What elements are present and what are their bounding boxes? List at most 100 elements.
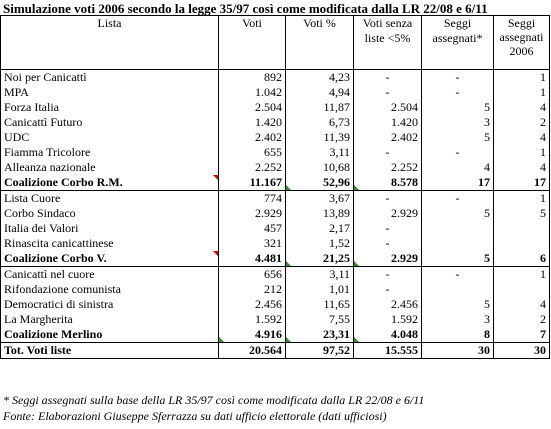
cell-voti: 212 <box>218 282 286 297</box>
cell-senza: 2.402 <box>353 130 422 145</box>
cell-seggi: 17 <box>421 175 494 191</box>
coalition-total-row: Coalizione Merlino 4.916 23,31 4.048 8 7 <box>0 327 550 343</box>
cell-lista: Coalizione Corbo R.M. <box>0 175 219 191</box>
col-header-voti-senza: Voti senza liste <5% <box>353 15 422 70</box>
cell-lista: Rifondazione comunista <box>0 282 219 297</box>
cell-seggi: 5 <box>421 130 494 145</box>
col-header-lista: Lista <box>0 15 219 70</box>
cell-lista: Coalizione Merlino <box>0 327 219 343</box>
cell-seggi: 5 <box>421 297 494 312</box>
cell-lista: Fiamma Tricolore <box>0 145 219 160</box>
cell-lista: Lista Cuore <box>0 190 219 206</box>
cell-lista: MPA <box>0 85 219 100</box>
cell-pct: 10,68 <box>285 160 354 175</box>
cell-seggi: 3 <box>421 115 494 130</box>
cell-lista: Italia dei Valori <box>0 221 219 236</box>
cell-seggi06: 17 <box>493 175 550 191</box>
cell-seggi: - <box>421 85 494 100</box>
cell-lista: La Margherita <box>0 312 219 327</box>
cell-pct: 97,52 <box>285 342 354 359</box>
cell-seggi06: 4 <box>493 160 550 175</box>
cell-voti: 2.252 <box>218 160 286 175</box>
cell-seggi06 <box>493 221 550 236</box>
cell-voti: 4.481 <box>218 251 286 267</box>
col-header-seggi-2006: Seggi assegnati 2006 <box>493 15 550 70</box>
cell-pct: 1,52 <box>285 236 354 251</box>
cell-seggi06: 2 <box>493 115 550 130</box>
cell-lista: Canicattì Futuro <box>0 115 219 130</box>
cell-lista: Democratici di sinistra <box>0 297 219 312</box>
cell-seggi06: 7 <box>493 327 550 343</box>
cell-senza: 2.929 <box>353 251 422 267</box>
cell-voti: 1.592 <box>218 312 286 327</box>
col-header-seggi-assegnati-text: Seggi assegnati* <box>432 16 483 46</box>
cell-pct: 52,96 <box>285 175 354 191</box>
cell-seggi: 8 <box>421 327 494 343</box>
table-row: Italia dei Valori 457 2,17- <box>0 221 550 236</box>
cell-voti: 321 <box>218 236 286 251</box>
cell-seggi: 4 <box>421 160 494 175</box>
cell-lista: Alleanza nazionale <box>0 160 219 175</box>
cell-senza: - <box>353 85 422 100</box>
table-row: Fiamma Tricolore 655 3,11- -1 <box>0 145 550 160</box>
table-notes: * Seggi assegnati sulla base della LR 35… <box>3 392 424 424</box>
cell-senza: - <box>353 145 422 160</box>
cell-pct: 13,89 <box>285 206 354 221</box>
cell-voti: 457 <box>218 221 286 236</box>
cell-senza: - <box>353 282 422 297</box>
table-header: Lista Voti Voti % Voti senza liste <5% S… <box>0 15 550 70</box>
cell-senza: - <box>353 221 422 236</box>
cell-voti: 1.420 <box>218 115 286 130</box>
col-header-voti-pct: Voti % <box>285 15 354 70</box>
cell-pct: 6,73 <box>285 115 354 130</box>
cell-seggi06: 1 <box>493 85 550 100</box>
table-row: Rifondazione comunista 212 1,01- <box>0 282 550 297</box>
table-row: Canicattì nel cuore 656 3,11- -1 <box>0 266 550 282</box>
cell-voti: 2.929 <box>218 206 286 221</box>
cell-voti: 2.504 <box>218 100 286 115</box>
table-row: Lista Cuore 774 3,67- -1 <box>0 190 550 206</box>
cell-voti: 774 <box>218 190 286 206</box>
cell-seggi: 30 <box>421 342 494 359</box>
coalition-total-row: Coalizione Corbo V. 4.481 21,25 2.929 5 6 <box>0 251 550 267</box>
results-table: Lista Voti Voti % Voti senza liste <5% S… <box>0 15 550 359</box>
cell-seggi <box>421 236 494 251</box>
cell-senza: - <box>353 266 422 282</box>
cell-voti: 2.402 <box>218 130 286 145</box>
cell-seggi: - <box>421 69 494 85</box>
cell-seggi06: 6 <box>493 251 550 267</box>
cell-senza: - <box>353 69 422 85</box>
cell-seggi06 <box>493 236 550 251</box>
cell-seggi06: 5 <box>493 206 550 221</box>
table-body: Noi per Canicattì 892 4,23- -1 MPA 1.042 4,94… <box>0 69 550 359</box>
cell-seggi: 3 <box>421 312 494 327</box>
footnote: * Seggi assegnati sulla base della LR 35… <box>3 393 425 407</box>
grand-total-row: Tot. Voti liste 20.564 97,52 15.555 30 30 <box>0 342 550 359</box>
cell-senza: 8.578 <box>353 175 422 191</box>
cell-senza: 2.504 <box>353 100 422 115</box>
sheet-title: Simulazione voti 2006 secondo la legge 3… <box>3 1 488 16</box>
cell-pct: 11,65 <box>285 297 354 312</box>
cell-voti: 4.916 <box>218 327 286 343</box>
cell-senza: 4.048 <box>353 327 422 343</box>
cell-senza: 15.555 <box>353 342 422 359</box>
col-header-voti-senza-text: Voti senza liste <5% <box>362 16 413 46</box>
cell-seggi06: 4 <box>493 297 550 312</box>
cell-pct: 4,23 <box>285 69 354 85</box>
cell-voti: 11.167 <box>218 175 286 191</box>
cell-seggi: - <box>421 145 494 160</box>
cell-seggi06: 4 <box>493 130 550 145</box>
col-header-seggi-2006-text: Seggi assegnati 2006 <box>499 16 544 59</box>
cell-lista: Tot. Voti liste <box>0 342 219 359</box>
cell-pct: 3,11 <box>285 266 354 282</box>
cell-lista: Corbo Sindaco <box>0 206 219 221</box>
table-row: Alleanza nazionale 2.252 10,68 2.252 4 4 <box>0 160 550 175</box>
cell-seggi06: 1 <box>493 69 550 85</box>
cell-senza: 2.456 <box>353 297 422 312</box>
cell-seggi: - <box>421 266 494 282</box>
cell-lista: Forza Italia <box>0 100 219 115</box>
cell-senza: - <box>353 190 422 206</box>
cell-pct: 2,17 <box>285 221 354 236</box>
cell-pct: 11,39 <box>285 130 354 145</box>
